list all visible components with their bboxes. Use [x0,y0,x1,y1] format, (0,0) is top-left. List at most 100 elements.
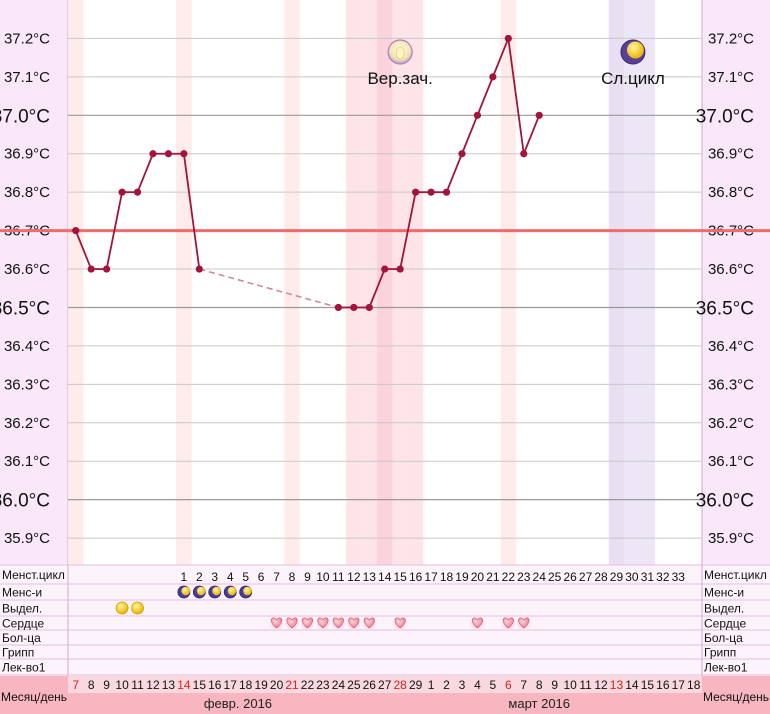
cycle-day-number: 30 [625,570,639,584]
cycle-day-number: 25 [548,570,562,584]
cycle-day-number: 29 [610,570,624,584]
temperature-line-segment [461,114,479,155]
row-label-right: Менст.цикл [704,568,767,582]
right-axis-panel [702,0,770,565]
shaded-day-column [639,0,656,565]
temperature-line-segment [507,38,525,154]
y-tick-label-right: 36.5°C [696,298,754,319]
date-label: 11 [131,678,144,692]
cycle-day-number: 11 [332,570,345,584]
date-label: 9 [551,678,558,692]
cycle-day-number: 16 [409,570,423,584]
date-label: 29 [409,678,423,692]
cycle-day-number: 13 [363,570,377,584]
temperature-point [427,188,435,196]
cycle-day-number: 18 [440,570,454,584]
date-label: 3 [459,678,466,692]
temperature-point [535,111,543,119]
annotation-label: Вер.зач. [367,69,432,88]
date-label: 18 [687,678,701,692]
row-label-left: Менст.цикл [2,568,65,582]
date-label: 8 [536,678,543,692]
temperature-line-segment [445,153,463,193]
shaded-day-column [608,0,625,565]
temperature-point [458,150,466,158]
menses-crescent-icon [212,586,221,596]
row-label-right: Сердце [704,617,746,631]
row-label-left: Менс-и [2,586,42,600]
cycle-day-number: 20 [471,570,485,584]
date-label: 16 [656,678,670,692]
cycle-day-number: 9 [304,570,311,584]
cycle-day-number: 14 [378,570,392,584]
heart-icon [363,617,375,629]
date-label: 14 [177,678,191,692]
menses-crescent-icon [227,586,237,596]
cycle-day-number: 19 [455,570,469,584]
cycle-day-number: 28 [594,570,608,584]
date-label: 19 [254,678,268,692]
date-label: 28 [393,678,407,692]
temperature-gap-dashed [199,268,339,309]
y-tick-label-left: 36.6°C [4,261,50,278]
temperature-line-segment [74,230,93,270]
temperature-point [195,265,203,273]
y-tick-label-right: 36.1°C [708,453,754,470]
temperature-line-segment [399,191,417,270]
date-label: 20 [270,678,284,692]
ovulation-egg-icon [395,46,405,60]
month-label: март 2016 [508,696,570,711]
y-tick-label-right: 36.9°C [708,146,754,163]
date-label: 24 [332,678,346,692]
row-label-right: Бол-ца [704,631,743,645]
y-tick-label-left: 35.9°C [4,530,50,547]
temperature-point [87,265,95,273]
rows-layer: Менст.цикл Менст.цикл Менс-и Менс-и Выдел. Вы… [0,564,770,714]
y-tick-label-left: 37.0°C [0,106,50,127]
temperature-point [381,265,389,273]
date-label: 13 [610,678,624,692]
data-layer: Вер.зач. Сл.цикл [0,34,770,312]
row-label-left: Бол-ца [2,631,41,645]
heart-icon [348,617,360,629]
discharge-dot-icon [131,601,144,615]
date-label: 13 [162,678,176,692]
heart-icon [317,617,329,629]
temperature-point [504,34,512,43]
date-label: 26 [363,678,377,692]
heart-icon [301,617,313,629]
temperature-point [180,150,188,158]
date-label: 11 [579,678,592,692]
date-label: 8 [88,678,95,692]
temperature-line-segment [476,76,494,116]
shaded-day-column [176,0,192,565]
date-label: 16 [208,678,222,692]
y-tick-label-right: 36.2°C [708,415,754,432]
shaded-day-column [361,0,377,565]
date-label: 10 [115,678,129,692]
cycle-day-number: 12 [347,570,361,584]
date-label: 7 [520,678,527,692]
date-label: 2 [443,678,450,692]
shaded-day-column [392,0,408,565]
cycle-day-number: 33 [672,570,686,584]
temperature-point [149,150,157,158]
heart-icon [271,617,283,629]
cycle-day-number: 6 [258,570,265,584]
cycle-day-number: 8 [289,570,296,584]
shaded-day-column [624,0,640,565]
date-label: 23 [316,678,330,692]
menses-crescent-icon [196,586,206,596]
date-label: 17 [224,678,238,692]
y-tick-label-right: 36.4°C [708,338,754,355]
cycle-day-number: 3 [211,570,218,584]
heart-icon [471,617,483,629]
date-label: 1 [428,678,435,692]
date-label: 22 [301,678,315,692]
shaded-day-column [284,0,300,565]
date-label: 6 [505,678,512,692]
shaded-day-column [500,0,517,565]
temperature-point [118,188,126,196]
temperature-point [520,150,528,158]
temperature-point [334,303,342,312]
